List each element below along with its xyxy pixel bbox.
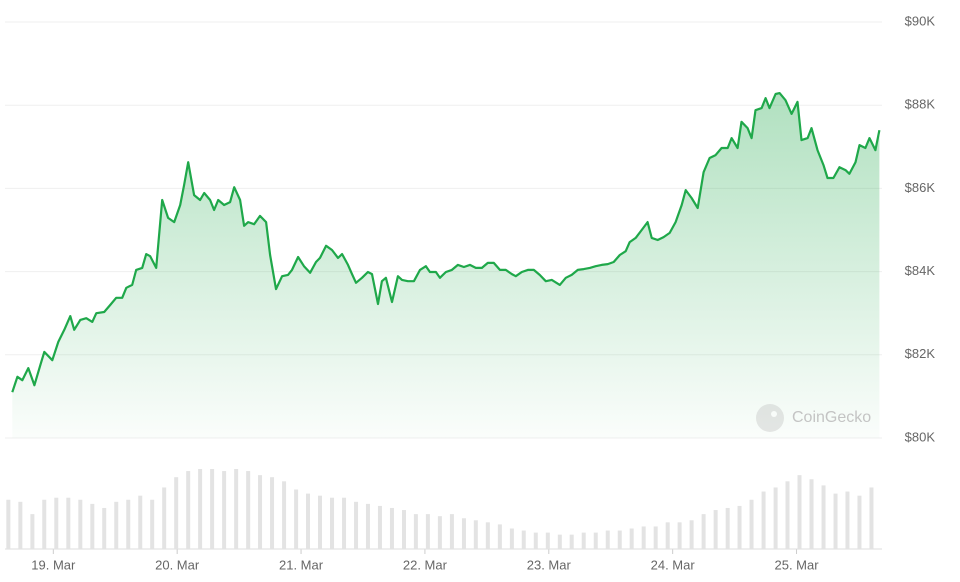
volume-bar [413,514,418,549]
volume-bar [833,493,838,549]
volume-bar [342,497,347,549]
volume-bar [210,469,215,549]
volume-bar [473,520,478,549]
y-tick-label: $90K [905,13,936,28]
watermark-logo [756,404,784,432]
volume-bar [773,487,778,549]
volume-bar [246,471,251,549]
x-tick-label: 19. Mar [31,557,76,572]
volume-bar [653,526,658,549]
volume-bar [258,475,263,549]
volume-bar [90,503,95,549]
volume-bar [66,497,71,549]
volume-bar [689,520,694,549]
volume-bar [677,522,682,549]
x-tick-label: 22. Mar [403,557,448,572]
volume-bar [629,528,634,549]
volume-bar [437,516,442,549]
volume-bar [377,505,382,549]
volume-bar [234,469,239,549]
volume-bar [401,510,406,549]
y-tick-label: $82K [905,346,936,361]
volume-bar [330,497,335,549]
volume-bar [186,471,191,549]
volume-bar [593,532,598,549]
volume-bar [354,501,359,549]
volume-bar [270,477,275,549]
volume-bar [605,530,610,549]
volume-bar [617,530,622,549]
x-tick-label: 25. Mar [774,557,819,572]
volume-bar [761,491,766,549]
volume-bar [114,501,119,549]
volume-bar [425,514,430,549]
volume-bar [78,499,83,549]
y-tick-label: $80K [905,429,936,444]
volume-bar [162,487,167,549]
volume-bar [30,514,35,549]
volume-bar [785,481,790,549]
volume-bar [557,534,562,549]
volume-bar [845,491,850,549]
volume-bar [821,485,826,549]
volume-bar [198,469,203,549]
price-line [11,92,881,393]
volume-bar [497,524,502,549]
volume-bar [485,522,490,549]
volume-bar [581,532,586,549]
x-tick-label: 23. Mar [527,557,572,572]
watermark: CoinGecko [792,409,871,426]
volume-bar [509,528,514,549]
volume-bar [749,499,754,549]
volume-bar [126,499,131,549]
volume-bar [521,530,526,549]
volume-bar [174,477,179,549]
x-tick-label: 24. Mar [651,557,696,572]
x-tick-label: 21. Mar [279,557,324,572]
volume-bar [725,507,730,549]
volume-bar [737,505,742,549]
volume-bar [6,499,11,549]
volume-bar [809,479,814,549]
y-tick-label: $86K [905,180,936,195]
volume-bar [857,495,862,549]
volume-bar [294,489,299,549]
volume-bar [449,514,454,549]
volume-bar [869,487,874,549]
volume-bar [54,497,59,549]
volume-bar [713,510,718,549]
volume-bar [545,532,550,549]
price-area [12,93,880,438]
volume-bar [150,499,155,549]
volume-bar [318,495,323,549]
volume-bar [461,518,466,549]
volume-bar [282,481,287,549]
volume-bar [42,499,47,549]
volume-bar [102,507,107,549]
volume-bar [18,501,23,549]
y-tick-label: $88K [905,97,936,112]
volume-bar [533,532,538,549]
volume-bar [701,514,706,549]
volume-bar [365,503,370,549]
x-tick-label: 20. Mar [155,557,200,572]
volume-bar [569,534,574,549]
volume-bar [797,475,802,549]
volume-bar [641,526,646,549]
volume-bar [389,507,394,549]
volume-bar [665,522,670,549]
volume-bar [222,471,227,549]
volume-bar [305,493,310,549]
volume-bar [138,495,143,549]
y-tick-label: $84K [905,263,936,278]
